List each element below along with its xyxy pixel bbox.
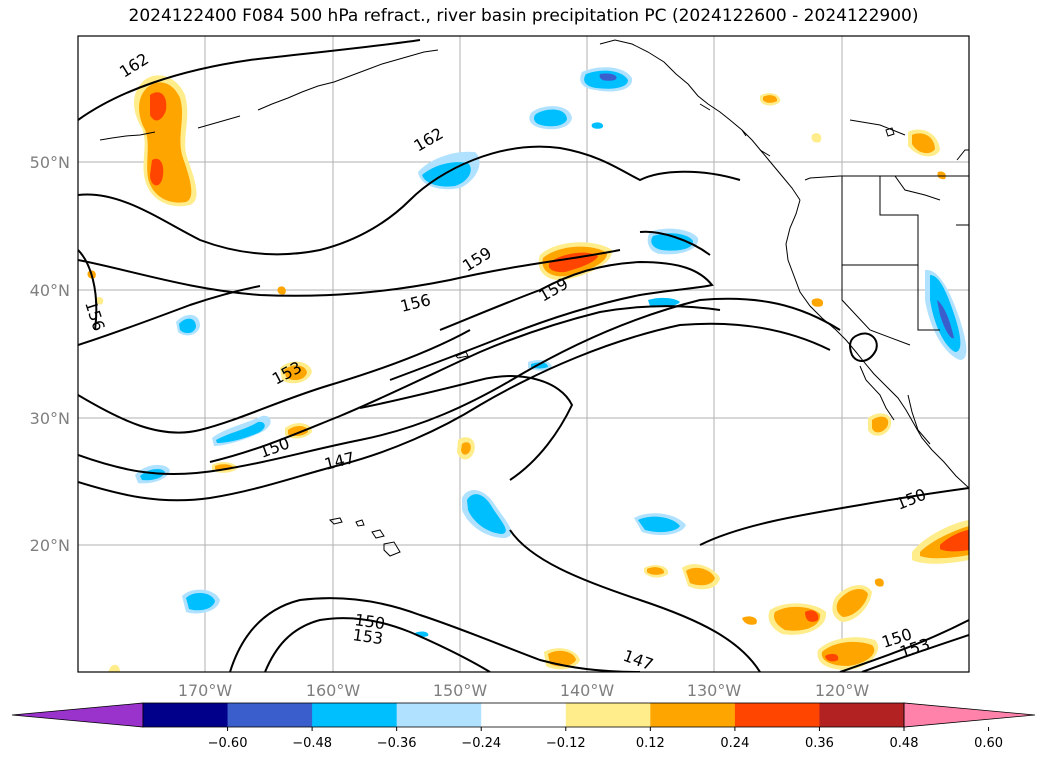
contour-label: 153 — [351, 625, 384, 648]
lon-tick-label: 140°W — [560, 681, 615, 700]
colorbar-tick-label: −0.12 — [546, 736, 586, 751]
longitude-axis: 170°W 160°W 150°W 140°W 130°W 120°W — [178, 681, 870, 700]
colorbar-tick-label: 0.48 — [890, 736, 919, 751]
colorbar-tick-label: 0.60 — [974, 736, 1003, 751]
colorbar-frame — [142, 702, 905, 728]
colorbar-extend-high — [903, 702, 1036, 728]
colorbar-tick-label: −0.48 — [292, 736, 332, 751]
colorbar-swatch — [481, 703, 567, 727]
colorbar-tick-label: 0.24 — [720, 736, 749, 751]
colorbar-swatch — [565, 703, 651, 727]
precipitation-patches — [87, 67, 969, 672]
colorbar-tick-label: 0.12 — [636, 736, 665, 751]
lat-tick-label: 50°N — [30, 153, 70, 172]
colorbar-swatch — [312, 703, 398, 727]
contour-label: 150 — [353, 610, 386, 633]
lat-tick-label: 30°N — [30, 409, 70, 428]
colorbar-tick-label: 0.36 — [805, 736, 834, 751]
lon-tick-label: 120°W — [815, 681, 870, 700]
colorbar-extend-low — [11, 702, 144, 728]
colorbar-tick-label: −0.36 — [377, 736, 417, 751]
coastlines — [99, 39, 969, 557]
map-background — [78, 36, 969, 672]
lat-tick-label: 40°N — [30, 281, 70, 300]
latitude-axis: 50°N 40°N 30°N 20°N — [30, 153, 70, 555]
colorbar-swatch — [227, 703, 313, 727]
lon-tick-label: 150°W — [433, 681, 488, 700]
colorbar-swatch — [396, 703, 482, 727]
colorbar-swatch — [819, 703, 905, 727]
colorbar-tick-label: −0.24 — [461, 736, 501, 751]
colorbar-swatch — [734, 703, 820, 727]
lon-tick-label: 170°W — [178, 681, 233, 700]
chart-title: 2024122400 F084 500 hPa refract., river … — [128, 6, 919, 26]
lat-tick-label: 20°N — [30, 536, 70, 555]
map-frame — [77, 35, 970, 673]
colorbar-swatch — [143, 703, 229, 727]
colorbar-swatch — [650, 703, 736, 727]
lon-tick-label: 130°W — [687, 681, 742, 700]
colorbar-tick-label: −0.60 — [208, 736, 248, 751]
colorbar: −0.60 −0.48 −0.36 −0.24 −0.12 0.12 0.24 0.36 0.4… — [11, 702, 1036, 751]
lon-tick-label: 160°W — [306, 681, 361, 700]
refractivity-contours — [78, 39, 969, 672]
